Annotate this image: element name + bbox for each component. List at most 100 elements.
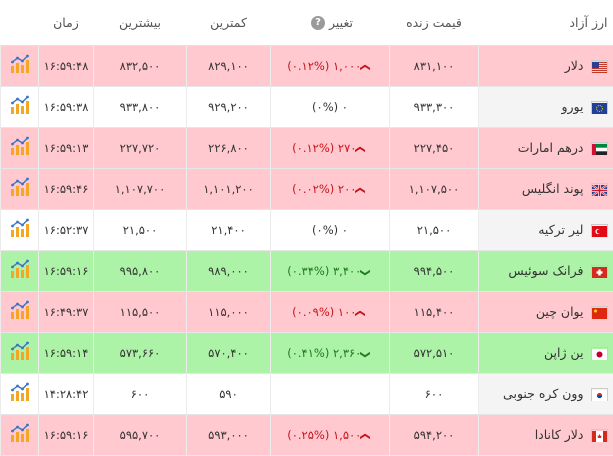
chart-cell[interactable] [1, 168, 39, 209]
chart-cell[interactable] [1, 45, 39, 86]
chart-cell[interactable] [1, 127, 39, 168]
change-value: ۱,۵۰۰ (۰.۲۵%) [287, 428, 361, 442]
update-time: ۱۶:۵۹:۱۳ [39, 127, 94, 168]
table-row[interactable]: یورو ۹۳۳,۳۰۰ ۰ (۰%) ۹۲۹,۲۰۰ ۹۳۳,۸۰۰ ۱۶:۵… [1, 86, 613, 127]
change-value: ۱۰۰ (۰.۰۹%) [292, 305, 356, 319]
currency-name-cell[interactable]: دلار کانادا [479, 414, 613, 455]
low-value: ۲۱,۴۰۰ [187, 209, 271, 250]
update-time: ۱۶:۵۹:۱۴ [39, 332, 94, 373]
update-time: ۱۶:۵۹:۱۶ [39, 250, 94, 291]
arrow-down-icon: ❯ [355, 145, 366, 153]
currency-name-cell[interactable]: یوان چین [479, 291, 613, 332]
currency-name-cell[interactable]: لیر ترکیه [479, 209, 613, 250]
cn-flag-icon [591, 306, 608, 319]
currency-name[interactable]: پوند انگلیس [522, 181, 584, 196]
high-value: ۵۷۳,۶۶۰ [94, 332, 187, 373]
kr-flag-icon [591, 388, 608, 401]
header-live-price: قیمت زنده [390, 0, 479, 45]
chart-icon[interactable] [10, 423, 30, 446]
currency-name[interactable]: فرانک سوئیس [508, 263, 583, 278]
live-price: ۲۲۷,۴۵۰ [390, 127, 479, 168]
currency-name[interactable]: درهم امارات [518, 140, 584, 155]
high-value: ۱۱۵,۵۰۰ [94, 291, 187, 332]
currency-name-cell[interactable]: پوند انگلیس [479, 168, 613, 209]
table-row[interactable]: پوند انگلیس ۱,۱۰۷,۵۰۰ ❯۲۰۰ (۰.۰۲%) ۱,۱۰۱… [1, 168, 613, 209]
live-price: ۸۳۱,۱۰۰ [390, 45, 479, 86]
update-time: ۱۶:۵۹:۴۶ [39, 168, 94, 209]
table-row[interactable]: فرانک سوئیس ۹۹۴,۵۰۰ ❯۳,۴۰۰ (۰.۳۴%) ۹۸۹,۰… [1, 250, 613, 291]
table-row[interactable]: درهم امارات ۲۲۷,۴۵۰ ❯۲۷۰ (۰.۱۲%) ۲۲۶,۸۰۰… [1, 127, 613, 168]
chart-cell[interactable] [1, 209, 39, 250]
ca-flag-icon [591, 429, 608, 442]
change-value: ۲,۳۶۰ (۰.۴۱%) [287, 346, 361, 360]
tr-flag-icon [591, 224, 608, 237]
table-row[interactable]: یوان چین ۱۱۵,۴۰۰ ❯۱۰۰ (۰.۰۹%) ۱۱۵,۰۰۰ ۱۱… [1, 291, 613, 332]
change-cell: ❯۲۷۰ (۰.۱۲%) [271, 127, 390, 168]
update-time: ۱۴:۲۸:۴۲ [39, 373, 94, 414]
header-change: تغییر [329, 15, 353, 30]
chart-icon[interactable] [10, 136, 30, 159]
chart-cell[interactable] [1, 373, 39, 414]
chart-cell[interactable] [1, 332, 39, 373]
chart-icon[interactable] [10, 341, 30, 364]
chart-icon[interactable] [10, 54, 30, 77]
change-value: ۰ (۰%) [312, 223, 348, 237]
live-price: ۵۹۴,۲۰۰ [390, 414, 479, 455]
gb-flag-icon [591, 183, 608, 196]
table-row[interactable]: ین ژاپن ۵۷۲,۵۱۰ ❯۲,۳۶۰ (۰.۴۱%) ۵۷۰,۴۰۰ ۵… [1, 332, 613, 373]
header-change-cell: تغییر ? [271, 0, 390, 45]
update-time: ۱۶:۴۹:۳۷ [39, 291, 94, 332]
live-price: ۱۱۵,۴۰۰ [390, 291, 479, 332]
currency-name-cell[interactable]: فرانک سوئیس [479, 250, 613, 291]
chart-cell[interactable] [1, 291, 39, 332]
currency-name[interactable]: وون کره جنوبی [503, 386, 583, 401]
change-value: ۰ (۰%) [312, 100, 348, 114]
low-value: ۸۲۹,۱۰۰ [187, 45, 271, 86]
header-time: زمان [39, 0, 94, 45]
low-value: ۲۲۶,۸۰۰ [187, 127, 271, 168]
chart-cell[interactable] [1, 414, 39, 455]
update-time: ۱۶:۵۹:۱۶ [39, 414, 94, 455]
chart-icon[interactable] [10, 259, 30, 282]
high-value: ۱,۱۰۷,۷۰۰ [94, 168, 187, 209]
currency-name[interactable]: یوان چین [536, 304, 584, 319]
currency-name-cell[interactable]: یورو [479, 86, 613, 127]
currency-name[interactable]: لیر ترکیه [538, 222, 583, 237]
change-cell: ۰ (۰%) [271, 86, 390, 127]
header-currency: ارز آزاد [479, 0, 613, 45]
change-value: ۲۷۰ (۰.۱۲%) [292, 141, 356, 155]
chart-cell[interactable] [1, 86, 39, 127]
change-cell [271, 373, 390, 414]
low-value: ۵۹۳,۰۰۰ [187, 414, 271, 455]
low-value: ۹۸۹,۰۰۰ [187, 250, 271, 291]
currency-name[interactable]: ین ژاپن [544, 345, 583, 360]
high-value: ۲۱,۵۰۰ [94, 209, 187, 250]
chart-icon[interactable] [10, 95, 30, 118]
chart-icon[interactable] [10, 218, 30, 241]
ae-flag-icon [591, 142, 608, 155]
arrow-down-icon: ❯ [355, 186, 366, 194]
chart-cell[interactable] [1, 250, 39, 291]
header-low: کمترین [187, 0, 271, 45]
table-row[interactable]: لیر ترکیه ۲۱,۵۰۰ ۰ (۰%) ۲۱,۴۰۰ ۲۱,۵۰۰ ۱۶… [1, 209, 613, 250]
low-value: ۱۱۵,۰۰۰ [187, 291, 271, 332]
table-row[interactable]: دلار ۸۳۱,۱۰۰ ❯۱,۰۰۰ (۰.۱۲%) ۸۲۹,۱۰۰ ۸۳۲,… [1, 45, 613, 86]
change-cell: ❯۱,۰۰۰ (۰.۱۲%) [271, 45, 390, 86]
currency-name[interactable]: دلار کانادا [535, 427, 584, 442]
table-row[interactable]: وون کره جنوبی ۶۰۰ ۵۹۰ ۶۰۰ ۱۴:۲۸:۴۲ [1, 373, 613, 414]
currency-name-cell[interactable]: ین ژاپن [479, 332, 613, 373]
update-time: ۱۶:۵۲:۳۷ [39, 209, 94, 250]
table-row[interactable]: دلار کانادا ۵۹۴,۲۰۰ ❯۱,۵۰۰ (۰.۲۵%) ۵۹۳,۰… [1, 414, 613, 455]
currency-name[interactable]: دلار [565, 58, 584, 73]
currency-name[interactable]: یورو [561, 99, 583, 114]
arrow-down-icon: ❯ [360, 63, 371, 71]
chart-icon[interactable] [10, 177, 30, 200]
chart-icon[interactable] [10, 300, 30, 323]
currency-name-cell[interactable]: دلار [479, 45, 613, 86]
chart-icon[interactable] [10, 382, 30, 405]
help-icon[interactable]: ? [311, 16, 325, 30]
eu-flag-icon [591, 101, 608, 114]
change-cell: ❯۲,۳۶۰ (۰.۴۱%) [271, 332, 390, 373]
currency-name-cell[interactable]: درهم امارات [479, 127, 613, 168]
currency-name-cell[interactable]: وون کره جنوبی [479, 373, 613, 414]
